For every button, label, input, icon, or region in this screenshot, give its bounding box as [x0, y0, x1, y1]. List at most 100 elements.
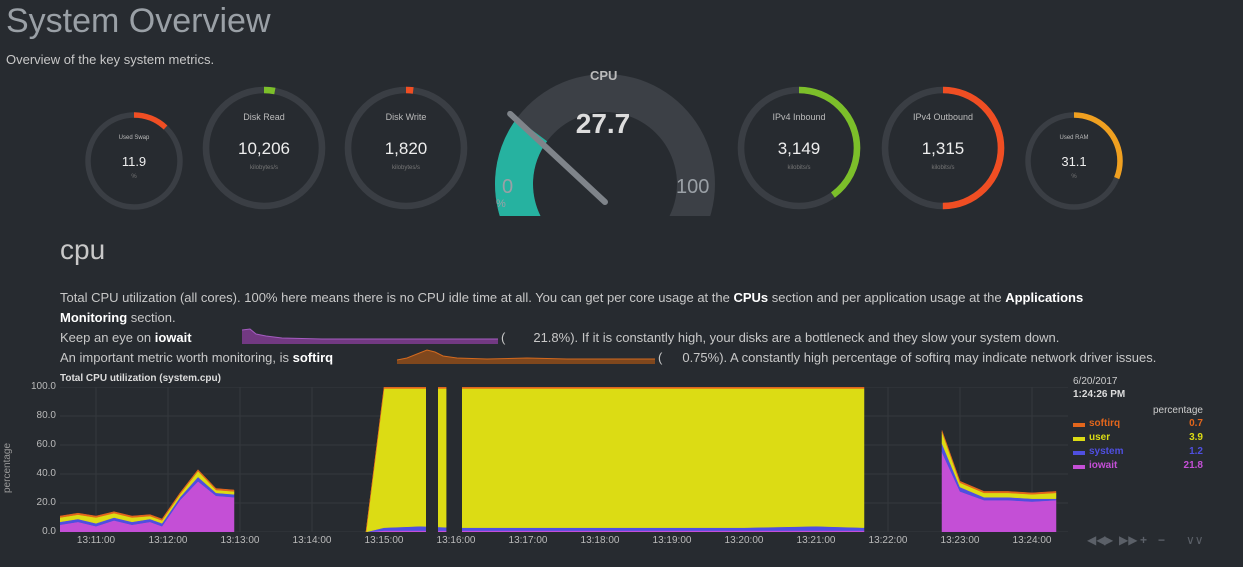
description-line-4-tail: (0.75%). A constantly high percentage of…	[658, 350, 1156, 365]
description-line-3: Keep an eye on iowait	[60, 330, 192, 345]
legend-name: user	[1089, 432, 1111, 443]
gauge-unit: kilobytes/s	[249, 165, 278, 171]
gauge-used-ram[interactable]: Used RAM 31.1%	[1018, 105, 1130, 217]
cpu-gauge-track	[495, 73, 715, 239]
gauge-value: 1,820	[384, 139, 428, 158]
softirq-sparkline[interactable]	[397, 346, 655, 364]
gauge-fill	[85, 112, 183, 210]
gauge-fill	[1025, 112, 1123, 210]
monitoring-link[interactable]: Monitoring	[60, 310, 128, 325]
x-tick-label: 13:12:00	[148, 535, 188, 546]
legend-value: 1.2	[1189, 446, 1203, 457]
page-subtitle: Overview of the key system metrics.	[6, 52, 215, 67]
gauge-ipv4-inbound[interactable]: IPv4 Inbound 3,149 kilobits/s	[729, 78, 869, 218]
description-text: section and per application usage at the	[768, 290, 1006, 305]
legend-swatch	[1073, 451, 1085, 455]
chart-y-axis-label: percentage	[2, 442, 13, 493]
gauge-unit: %	[1071, 174, 1077, 180]
description-text: An important metric worth monitoring, is	[60, 350, 293, 365]
x-tick-label: 13:21:00	[796, 535, 836, 546]
gauge-fill	[737, 86, 861, 210]
paren-open: (	[501, 330, 506, 345]
gauge-disk-read[interactable]: Disk Read 10,206 kilobytes/s	[194, 78, 334, 218]
zoom-in-icon[interactable]: +	[1140, 533, 1148, 547]
description-text: Total CPU utilization (all cores). 100% …	[60, 290, 734, 305]
pan-left-icon[interactable]: ◀◀	[1087, 533, 1106, 547]
y-tick-label: 100.0	[30, 381, 56, 392]
legend-swatch	[1073, 423, 1085, 427]
description-line-3-tail: (21.8%). If it is constantly high, your …	[501, 330, 1059, 345]
legend-name: system	[1089, 446, 1124, 457]
legend-value: 3.9	[1189, 432, 1203, 443]
legend-item-user[interactable]: user 3.9	[1073, 432, 1203, 444]
iowait-sparkline[interactable]	[242, 326, 498, 344]
play-icon[interactable]: ▶	[1104, 533, 1114, 547]
legend-time: 1:24:26 PM	[1073, 389, 1126, 400]
cpus-link[interactable]: CPUs	[733, 290, 769, 305]
series-area-softirq	[365, 387, 865, 532]
gauge-unit: %	[131, 174, 137, 180]
x-tick-label: 13:11:00	[76, 535, 116, 546]
y-tick-label: 40.0	[36, 468, 56, 479]
legend-value: 21.8	[1183, 460, 1203, 471]
cpu-gauge-max: 100	[676, 176, 710, 198]
zoom-out-icon[interactable]: −	[1158, 533, 1166, 547]
gauge-fill	[344, 86, 468, 210]
legend-unit: percentage	[1152, 405, 1203, 416]
page-title: System Overview	[6, 2, 271, 40]
x-tick-label: 13:16:00	[436, 535, 476, 546]
series-area-softirq	[60, 469, 235, 521]
cpu-gauge[interactable]	[490, 66, 720, 239]
x-tick-label: 13:17:00	[508, 535, 548, 546]
gauge-title: Used RAM	[1059, 135, 1089, 141]
y-tick-label: 20.0	[36, 497, 56, 508]
x-tick-label: 13:24:00	[1012, 535, 1052, 546]
cpu-gauge-fill	[495, 118, 548, 239]
y-tick-label: 60.0	[36, 439, 56, 450]
iowait-highlight: iowait	[154, 330, 192, 345]
gauge-value: 11.9	[121, 154, 147, 169]
gauge-title: Disk Read	[243, 112, 285, 122]
description-text: Keep an eye on	[60, 330, 155, 345]
y-tick-label: 0.0	[42, 526, 56, 537]
gauge-title: IPv4 Inbound	[772, 112, 826, 122]
legend-item-system[interactable]: system 1.2	[1073, 446, 1203, 458]
cpu-gauge-graphic	[495, 73, 715, 239]
cpu-gauge-unit: %	[496, 198, 506, 210]
gauge-title: Used Swap	[118, 135, 150, 141]
gauge-ring	[85, 112, 183, 210]
gauge-unit: kilobits/s	[787, 165, 811, 171]
gauge-disk-write[interactable]: Disk Write 1,820 kilobytes/s	[336, 78, 476, 218]
description-text: ). If it is constantly high, your disks …	[570, 330, 1060, 345]
applications-link[interactable]: Applications	[1005, 290, 1084, 305]
legend-swatch	[1073, 465, 1085, 469]
gauge-ring	[1025, 112, 1123, 210]
legend-name: iowait	[1089, 460, 1118, 471]
gauge-ring	[737, 86, 861, 210]
description-line-4: An important metric worth monitoring, is…	[60, 350, 333, 365]
legend-item-softirq[interactable]: softirq 0.7	[1073, 418, 1203, 430]
paren-open: (	[658, 350, 663, 365]
y-tick-label: 80.0	[36, 410, 56, 421]
cpu-utilization-chart[interactable]	[60, 387, 1068, 532]
x-tick-label: 13:18:00	[580, 535, 620, 546]
gauge-ipv4-outbound[interactable]: IPv4 Outbound 1,315 kilobits/s	[873, 78, 1013, 218]
cpu-gauge-needle	[507, 110, 608, 205]
x-tick-label: 13:15:00	[364, 535, 404, 546]
legend-item-iowait[interactable]: iowait 21.8	[1073, 460, 1203, 472]
gauge-ring	[202, 86, 326, 210]
x-tick-label: 13:20:00	[724, 535, 764, 546]
section-title: cpu	[60, 234, 106, 265]
resize-chart-icon[interactable]: ∨∨	[1186, 533, 1204, 547]
gauge-unit: kilobits/s	[931, 165, 955, 171]
pan-right-icon[interactable]: ▶▶	[1119, 533, 1138, 547]
legend-date: 6/20/2017	[1073, 376, 1118, 387]
gauge-title: IPv4 Outbound	[912, 112, 974, 122]
gauge-used-swap[interactable]: Used Swap 11.9%	[78, 105, 190, 217]
gauge-value: 1,315	[921, 139, 965, 158]
x-tick-label: 13:22:00	[868, 535, 908, 546]
x-tick-label: 13:14:00	[292, 535, 332, 546]
cpu-gauge-value: 27.7	[575, 108, 631, 139]
series-area-softirq	[941, 430, 1057, 495]
softirq-highlight: softirq	[292, 350, 334, 365]
